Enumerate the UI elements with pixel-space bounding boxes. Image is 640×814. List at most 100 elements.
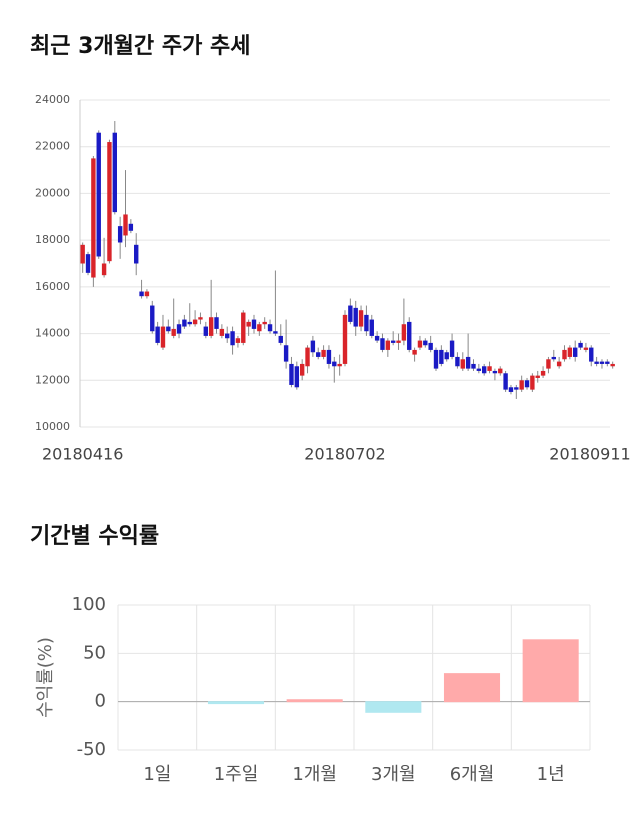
candle-body [465,356,471,369]
candle-body [471,363,476,369]
candle-body [176,324,182,334]
y-tick-label: 18000 [35,233,70,246]
y-tick-label: -50 [77,739,106,760]
x-tick-label: 1년 [537,764,565,785]
candle-body [605,361,610,364]
candle-body [332,361,337,367]
candle-body [278,335,283,343]
candle-body [219,328,225,336]
candle-body [262,321,267,325]
candle-body [246,321,251,327]
candle-body [594,361,599,364]
bar [365,701,422,713]
candle-body [112,132,117,213]
candle-body [139,291,144,297]
y-tick-label: 22000 [35,140,70,153]
bar [286,699,343,703]
candle-body [342,314,348,364]
candle-body [487,366,492,371]
candle-body [155,326,160,343]
candle-body [160,326,166,348]
candle-body [380,338,385,350]
candle-body [326,349,332,364]
candle-body [117,226,123,243]
candle-body [310,340,316,353]
candle-body [208,317,214,336]
candle-body [235,338,241,343]
y-tick-label: 50 [83,642,106,663]
x-tick-label: 20180911 [549,445,630,464]
candle-body [171,328,176,336]
candle-body [337,363,342,367]
x-tick-label: 1주일 [214,764,259,785]
y-tick-label: 24000 [35,93,70,106]
candle-body [428,342,433,350]
candle-body [358,310,364,327]
candle-body [535,375,540,378]
candle-body [80,244,85,264]
chart-title: 최근 3개월간 주가 추세 [30,34,250,59]
candle-body [192,319,198,325]
y-tick-label: 12000 [35,373,70,386]
candle-body [481,366,487,374]
candle-body [589,347,594,362]
candle-body [273,331,278,334]
candle-body [524,380,530,388]
candle-body [546,359,551,369]
x-tick-label: 6개월 [450,764,495,785]
y-tick-label: 16000 [35,280,70,293]
candle-body [353,307,358,327]
candle-body [449,340,455,357]
candle-body [514,387,519,390]
candle-body [567,347,573,357]
candle-body [519,380,524,390]
candle-body [530,375,535,390]
candle-body [294,366,300,388]
candle-body [128,223,134,231]
candle-body [85,254,91,273]
y-tick-label: 10000 [35,420,70,433]
candle-body [369,319,374,336]
candle-body [283,345,289,362]
y-axis-label: 수익률(%) [35,637,56,718]
candle-body [562,349,567,360]
x-tick-label: 1개월 [292,764,337,785]
candle-body [182,319,187,327]
candle-body [407,321,412,350]
x-tick-label: 1일 [143,764,171,785]
candle-body [476,368,482,371]
candle-body [203,326,209,336]
candle-body [107,142,112,262]
candle-body [187,321,192,325]
candle-body [96,132,101,257]
candle-body [299,363,305,376]
candle-body [444,352,449,360]
candle-body [508,387,514,392]
candle-body [401,324,407,341]
bar [522,639,579,703]
candle-body [144,291,150,297]
bar [443,673,501,703]
candle-body [503,373,508,390]
candle-body [551,356,556,360]
candle-body [498,368,503,374]
x-tick-label: 20180416 [42,445,123,464]
candle-body [251,319,257,329]
bar [207,701,265,705]
candle-body [599,361,605,364]
candle-body [150,305,155,332]
candle-body [396,340,401,343]
candle-body [610,363,615,367]
candle-body [257,324,262,332]
candle-body [134,244,139,264]
candle-body [214,317,219,329]
candle-body [583,347,589,350]
candle-body [289,363,294,385]
candle-body [241,312,246,343]
candle-body [578,342,583,348]
y-tick-label: 14000 [35,327,70,340]
candle-body [230,331,235,346]
y-tick-label: 20000 [35,186,70,199]
candle-body [348,305,353,322]
